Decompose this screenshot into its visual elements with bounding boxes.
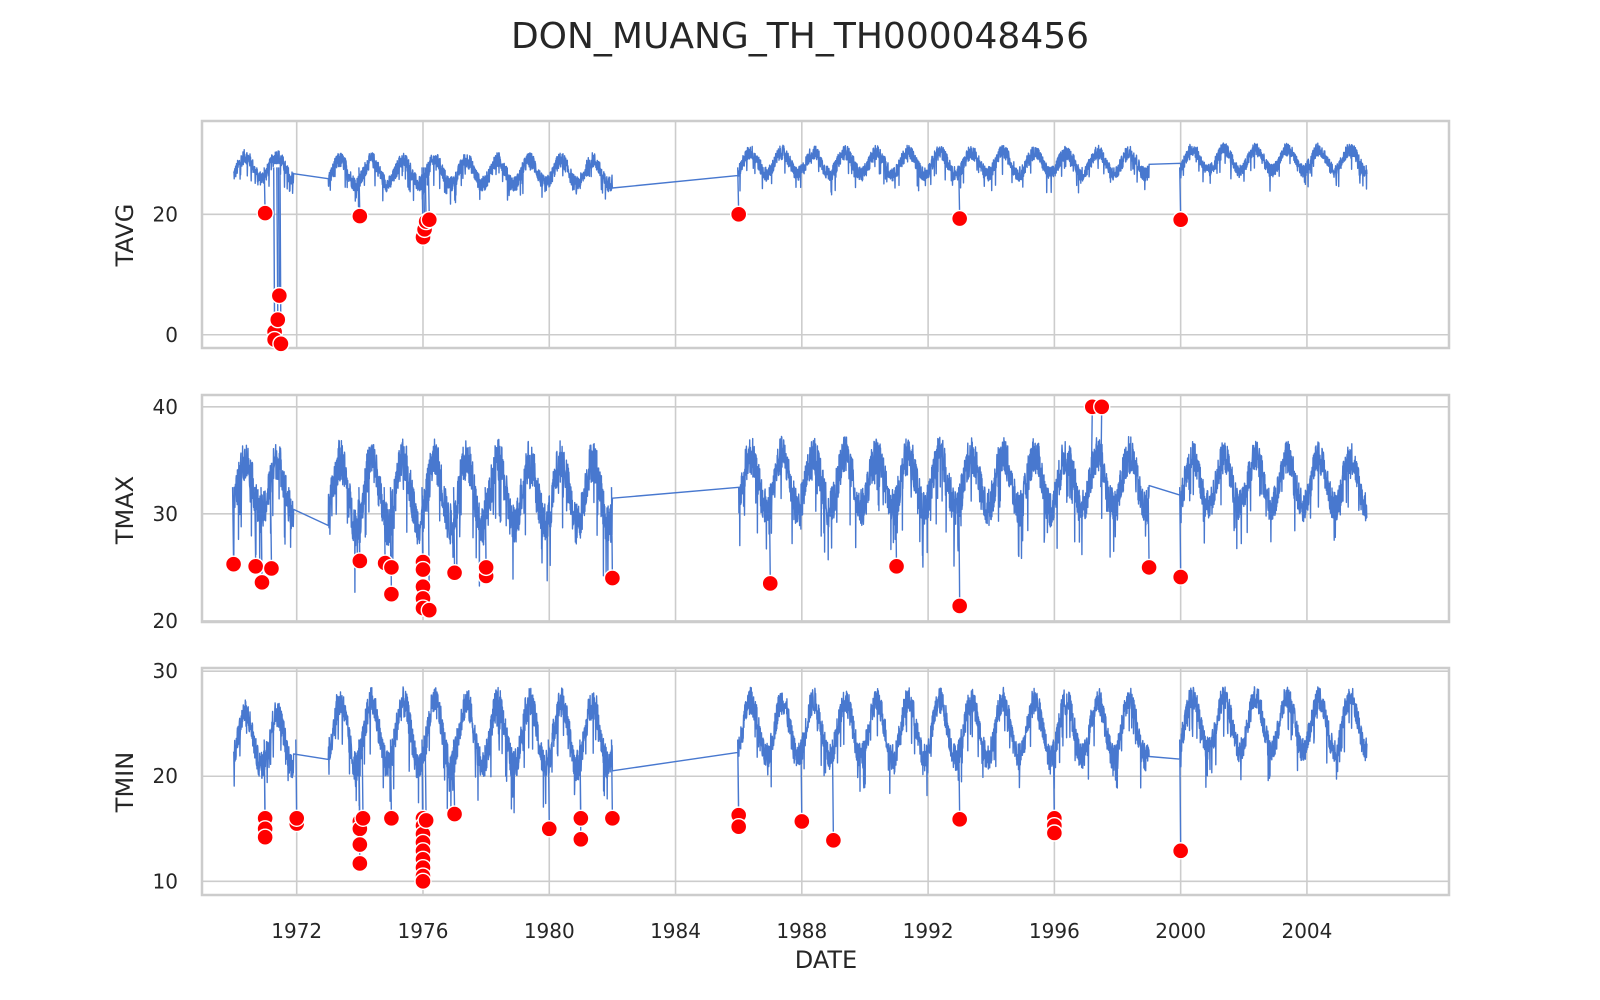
x-tick-label: 1976 xyxy=(398,919,449,943)
x-tick-label: 1984 xyxy=(650,919,701,943)
anomaly-point xyxy=(1140,558,1158,577)
y-tick-label: 0 xyxy=(165,323,178,347)
anomaly-point xyxy=(603,809,622,827)
anomaly-point xyxy=(288,809,306,827)
anomaly-point xyxy=(1045,824,1064,842)
anomaly-point xyxy=(351,835,369,854)
anomaly-point xyxy=(729,817,748,836)
y-tick-label: 30 xyxy=(153,659,178,683)
chart-title: DON_MUANG_TH_TH000048456 xyxy=(511,16,1089,57)
anomaly-point xyxy=(445,805,464,823)
anomaly-point xyxy=(1171,211,1190,229)
series-line xyxy=(231,406,1368,611)
anomaly-point xyxy=(761,574,779,593)
series-line xyxy=(233,142,1368,344)
y-tick-label: 20 xyxy=(153,764,178,788)
anomaly-point xyxy=(351,854,369,873)
y-axis-label-tavg: TAVG xyxy=(111,204,139,268)
y-tick-label: 10 xyxy=(153,869,178,893)
anomaly-point xyxy=(256,828,274,846)
anomaly-point xyxy=(477,558,495,577)
x-tick-label: 2000 xyxy=(1155,919,1206,943)
x-tick-label: 2004 xyxy=(1281,919,1332,943)
y-axis-label-tmax: TMAX xyxy=(111,476,139,545)
anomaly-point xyxy=(445,564,464,582)
anomaly-point xyxy=(414,872,432,891)
anomaly-point xyxy=(887,557,906,576)
anomaly-point xyxy=(382,558,401,577)
anomaly-point xyxy=(256,204,274,222)
y-tick-label: 40 xyxy=(153,395,178,419)
panel-tmin: 10 20 30 xyxy=(153,659,1451,897)
anomaly-point xyxy=(246,557,265,576)
anomaly-point xyxy=(351,207,369,225)
x-axis-ticks: 1972 1976 1980 1984 1988 1992 1996 2000 2004 xyxy=(271,919,1332,943)
y-tick-label: 30 xyxy=(153,502,178,526)
anomaly-point xyxy=(351,552,369,570)
anomaly-point xyxy=(253,573,271,592)
anomaly-point xyxy=(272,335,290,353)
plot-area xyxy=(200,666,1451,897)
anomaly-point xyxy=(420,601,439,619)
anomaly-point xyxy=(793,812,811,831)
anomaly-point xyxy=(382,809,401,827)
anomaly-point xyxy=(270,286,289,305)
anomaly-point xyxy=(572,809,590,827)
x-tick-label: 1996 xyxy=(1029,919,1080,943)
anomaly-point xyxy=(382,585,401,603)
anomaly-point xyxy=(540,820,558,838)
y-tick-label: 20 xyxy=(153,609,178,633)
anomaly-point xyxy=(1171,568,1190,586)
anomaly-point xyxy=(572,830,590,849)
anomaly-point xyxy=(603,569,622,587)
anomaly-point xyxy=(729,205,748,224)
panel-tavg: 0 20 xyxy=(153,119,1451,353)
anomaly-point xyxy=(824,831,843,850)
anomaly-point xyxy=(269,311,287,329)
anomaly-point xyxy=(224,555,243,573)
anomaly-point xyxy=(417,811,435,830)
anomaly-point xyxy=(262,559,281,578)
x-tick-label: 1980 xyxy=(524,919,575,943)
panel-tmax: 20 30 40 xyxy=(153,393,1451,633)
y-tick-label: 20 xyxy=(153,202,178,226)
x-tick-label: 1992 xyxy=(903,919,954,943)
anomaly-point xyxy=(950,597,969,615)
anomaly-point xyxy=(420,211,439,229)
x-axis-label: DATE xyxy=(795,946,857,974)
x-tick-label: 1972 xyxy=(271,919,322,943)
anomaly-point xyxy=(1171,842,1190,860)
anomaly-point xyxy=(950,810,969,829)
anomaly-point xyxy=(414,560,432,579)
anomaly-point xyxy=(1093,398,1111,416)
plot-area xyxy=(200,119,1451,350)
x-tick-label: 1988 xyxy=(776,919,827,943)
anomaly-point xyxy=(950,209,969,228)
anomaly-point xyxy=(354,809,372,827)
y-axis-label-tmin: TMIN xyxy=(111,752,139,813)
